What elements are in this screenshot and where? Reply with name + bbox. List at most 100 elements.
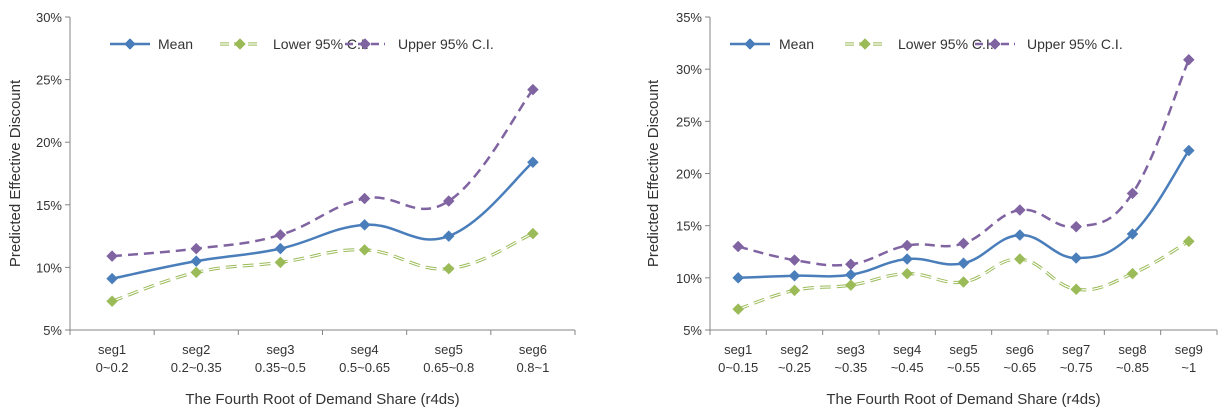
x-tick-sublabel: 0.2~0.35 (171, 360, 222, 375)
data-point-mean (442, 230, 455, 242)
data-point-mean (1182, 144, 1195, 157)
data-point-upper-ci (358, 192, 371, 205)
x-tick-sublabel: ~0.65 (1003, 360, 1036, 375)
x-tick-sublabel: ~0.55 (947, 360, 980, 375)
data-point-upper-ci (527, 83, 539, 96)
x-tick-label: seg1 (724, 342, 752, 357)
x-tick-label: seg6 (1006, 342, 1034, 357)
data-point-upper-ci (442, 195, 455, 207)
x-tick-sublabel: ~0.45 (891, 360, 924, 375)
y-axis-title: Predicted Effective Discount (7, 79, 24, 267)
data-point-lower-ci (358, 244, 371, 256)
data-point-mean (788, 269, 801, 282)
y-tick-label: 30% (36, 10, 62, 25)
legend-marker-lower-ci (859, 38, 871, 50)
x-tick-sublabel: 0.65~0.8 (423, 360, 474, 375)
data-point-mean (732, 271, 745, 284)
data-point-lower-ci (788, 284, 801, 297)
x-tick-sublabel: ~0.85 (1116, 360, 1149, 375)
data-point-lower-ci (1070, 283, 1083, 296)
x-tick-label: seg3 (837, 342, 865, 357)
x-tick-sublabel: 0~0.2 (96, 360, 129, 375)
y-tick-label: 25% (36, 73, 62, 88)
x-tick-label: seg2 (780, 342, 808, 357)
chart-2: 5% 10% 15% 20% 25% 30% 35% seg1 0~0.15 seg2 ~0.25 s… (645, 10, 1218, 408)
legend-label-upper-ci: Upper 95% C.I. (1027, 36, 1123, 52)
data-point-mean (358, 218, 371, 231)
data-point-lower-ci (1126, 267, 1139, 280)
series-line-lower-ci (111, 232, 534, 303)
x-tick-label: seg8 (1118, 342, 1146, 357)
data-point-lower-ci (1013, 253, 1026, 265)
legend-label-lower-ci: Lower 95% C.I. (273, 36, 369, 52)
x-axis-title: The Fourth Root of Demand Share (r4ds) (826, 391, 1100, 408)
series-line-upper-ci (737, 59, 1190, 267)
series-line-lower-ci-inner (737, 240, 1190, 310)
data-point-upper-ci (732, 240, 745, 253)
data-point-lower-ci (106, 295, 118, 308)
data-point-upper-ci (1182, 53, 1195, 66)
data-point-lower-ci (901, 267, 914, 280)
data-point-mean (1126, 228, 1139, 240)
data-point-upper-ci (1070, 220, 1083, 233)
data-point-upper-ci (844, 258, 857, 271)
x-tick-label: seg5 (949, 342, 977, 357)
y-tick-label: 5% (683, 323, 702, 338)
x-tick-sublabel: 0.35~0.5 (255, 360, 306, 375)
data-point-lower-ci (844, 279, 857, 291)
x-tick-sublabel: 0.5~0.65 (339, 360, 390, 375)
y-tick-label: 30% (676, 62, 702, 77)
data-point-upper-ci (788, 254, 801, 266)
y-tick-label: 35% (676, 10, 702, 25)
data-point-mean (901, 253, 914, 265)
legend-label-lower-ci: Lower 95% C.I. (898, 36, 994, 52)
legend-marker-mean (124, 38, 136, 50)
data-point-lower-ci (274, 256, 287, 269)
data-point-upper-ci (190, 242, 203, 255)
y-tick-label: 10% (36, 260, 62, 275)
data-point-lower-ci (957, 276, 970, 288)
series-line-lower-ci-inner (111, 233, 534, 302)
y-tick-label: 15% (676, 219, 702, 234)
x-axis-title: The Fourth Root of Demand Share (r4ds) (185, 391, 459, 408)
data-point-upper-ci (106, 250, 118, 262)
data-point-upper-ci (957, 237, 970, 250)
legend-label-upper-ci: Upper 95% C.I. (398, 36, 494, 52)
chart-1: 5% 10% 15% 20% 25% 30% seg1 0~0.2 seg2 0.2~0.35 se… (7, 10, 576, 408)
data-point-mean (1013, 229, 1026, 241)
data-point-lower-ci (1182, 235, 1195, 248)
data-point-lower-ci (527, 227, 539, 240)
x-tick-sublabel: ~0.75 (1060, 360, 1093, 375)
data-point-mean (527, 156, 539, 169)
x-tick-sublabel: ~0.35 (834, 360, 867, 375)
x-tick-label: seg6 (519, 342, 547, 357)
y-tick-label: 20% (676, 167, 702, 182)
x-tick-label: seg3 (266, 342, 294, 357)
data-point-upper-ci (1126, 187, 1139, 200)
data-point-upper-ci (274, 228, 287, 241)
y-tick-label: 25% (676, 114, 702, 129)
legend-label-mean: Mean (158, 36, 193, 52)
data-point-mean (1070, 252, 1083, 264)
legend-marker-mean (744, 38, 756, 50)
data-point-upper-ci (901, 239, 914, 252)
legend-marker-lower-ci (234, 38, 246, 50)
series-line-upper-ci (111, 88, 534, 258)
data-point-mean (274, 242, 287, 255)
y-axis-title: Predicted Effective Discount (645, 79, 662, 267)
y-tick-label: 5% (43, 323, 62, 338)
legend-marker-upper-ci (359, 38, 371, 50)
x-tick-sublabel: ~0.25 (778, 360, 811, 375)
x-tick-sublabel: ~1 (1181, 360, 1196, 375)
legend-marker-upper-ci (989, 38, 1001, 50)
x-tick-label: seg1 (98, 342, 126, 357)
x-tick-sublabel: 0.8~1 (516, 360, 549, 375)
x-tick-label: seg4 (350, 342, 378, 357)
data-point-lower-ci (732, 303, 745, 315)
data-point-mean (106, 272, 118, 285)
x-tick-label: seg5 (435, 342, 463, 357)
y-tick-label: 15% (36, 198, 62, 213)
data-point-mean (844, 268, 857, 281)
data-point-mean (190, 255, 203, 267)
